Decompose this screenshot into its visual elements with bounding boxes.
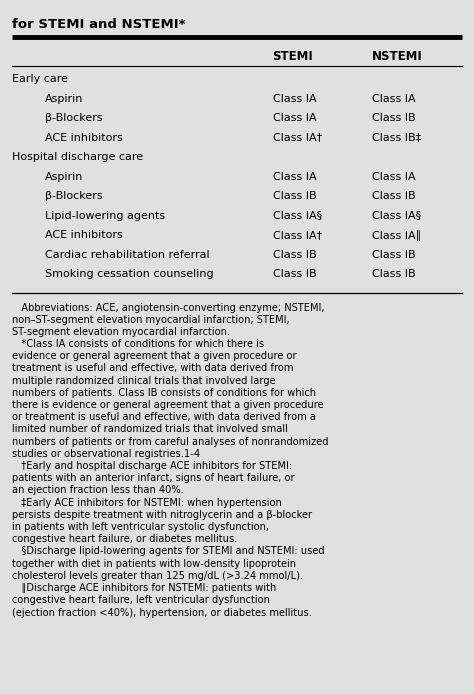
Text: numbers of patients or from careful analyses of nonrandomized: numbers of patients or from careful anal… xyxy=(12,437,328,447)
Text: Class IA: Class IA xyxy=(273,94,316,103)
Text: Aspirin: Aspirin xyxy=(45,171,83,182)
Text: Class IB: Class IB xyxy=(273,191,316,201)
Text: Class IA: Class IA xyxy=(372,94,416,103)
Text: Aspirin: Aspirin xyxy=(45,94,83,103)
Text: non–ST-segment elevation myocardial infarction; STEMI,: non–ST-segment elevation myocardial infa… xyxy=(12,314,290,325)
Text: numbers of patients. Class IB consists of conditions for which: numbers of patients. Class IB consists o… xyxy=(12,388,316,398)
Text: Class IA†: Class IA† xyxy=(273,230,322,240)
Text: persists despite treatment with nitroglycerin and a β-blocker: persists despite treatment with nitrogly… xyxy=(12,510,312,520)
Text: Hospital discharge care: Hospital discharge care xyxy=(12,152,143,162)
Text: Class IA∥: Class IA∥ xyxy=(372,230,421,241)
Text: (ejection fraction <40%), hypertension, or diabetes mellitus.: (ejection fraction <40%), hypertension, … xyxy=(12,607,312,618)
Text: Early care: Early care xyxy=(12,74,68,84)
Text: ‡Early ACE inhibitors for NSTEMI: when hypertension: ‡Early ACE inhibitors for NSTEMI: when h… xyxy=(12,498,282,508)
Text: Class IB: Class IB xyxy=(273,250,316,260)
Text: evidence or general agreement that a given procedure or: evidence or general agreement that a giv… xyxy=(12,351,296,362)
Text: β-Blockers: β-Blockers xyxy=(45,191,103,201)
Text: Class IA: Class IA xyxy=(273,113,316,123)
Text: an ejection fraction less than 40%.: an ejection fraction less than 40%. xyxy=(12,486,183,496)
Text: Abbreviations: ACE, angiotensin-converting enzyme; NSTEMI,: Abbreviations: ACE, angiotensin-converti… xyxy=(12,303,324,312)
Text: Lipid-lowering agents: Lipid-lowering agents xyxy=(45,210,165,221)
Text: Smoking cessation counseling: Smoking cessation counseling xyxy=(45,269,214,279)
Text: ACE inhibitors: ACE inhibitors xyxy=(45,230,123,240)
Text: Class IA: Class IA xyxy=(372,171,416,182)
Text: Class IB: Class IB xyxy=(372,113,416,123)
Text: in patients with left ventricular systolic dysfunction,: in patients with left ventricular systol… xyxy=(12,522,269,532)
Text: Class IA§: Class IA§ xyxy=(372,210,421,221)
Text: Class IB‡: Class IB‡ xyxy=(372,133,421,142)
Text: STEMI: STEMI xyxy=(273,50,313,63)
Text: congestive heart failure, left ventricular dysfunction: congestive heart failure, left ventricul… xyxy=(12,595,270,605)
Text: or treatment is useful and effective, with data derived from a: or treatment is useful and effective, wi… xyxy=(12,412,316,423)
Text: Class IB: Class IB xyxy=(273,269,316,279)
Text: there is evidence or general agreement that a given procedure: there is evidence or general agreement t… xyxy=(12,400,323,410)
Text: Class IB: Class IB xyxy=(372,191,416,201)
Text: limited number of randomized trials that involved small: limited number of randomized trials that… xyxy=(12,425,288,434)
Text: ST-segment elevation myocardial infarction.: ST-segment elevation myocardial infarcti… xyxy=(12,327,230,337)
Text: Class IA†: Class IA† xyxy=(273,133,322,142)
Text: Class IA§: Class IA§ xyxy=(273,210,322,221)
Text: for STEMI and NSTEMI*: for STEMI and NSTEMI* xyxy=(12,18,185,31)
Text: Cardiac rehabilitation referral: Cardiac rehabilitation referral xyxy=(45,250,210,260)
Text: *Class IA consists of conditions for which there is: *Class IA consists of conditions for whi… xyxy=(12,339,264,349)
Text: cholesterol levels greater than 125 mg/dL (>3.24 mmol/L).: cholesterol levels greater than 125 mg/d… xyxy=(12,571,303,581)
Text: treatment is useful and effective, with data derived from: treatment is useful and effective, with … xyxy=(12,364,293,373)
Text: Class IA: Class IA xyxy=(273,171,316,182)
Text: patients with an anterior infarct, signs of heart failure, or: patients with an anterior infarct, signs… xyxy=(12,473,294,483)
Text: multiple randomized clinical trials that involved large: multiple randomized clinical trials that… xyxy=(12,375,275,386)
Text: ∥Discharge ACE inhibitors for NSTEMI: patients with: ∥Discharge ACE inhibitors for NSTEMI: pa… xyxy=(12,583,276,593)
Text: studies or observational registries.1-4: studies or observational registries.1-4 xyxy=(12,449,200,459)
Text: ACE inhibitors: ACE inhibitors xyxy=(45,133,123,142)
Text: together with diet in patients with low-density lipoprotein: together with diet in patients with low-… xyxy=(12,559,296,568)
Text: Class IB: Class IB xyxy=(372,269,416,279)
Text: NSTEMI: NSTEMI xyxy=(372,50,423,63)
Text: †Early and hospital discharge ACE inhibitors for STEMI:: †Early and hospital discharge ACE inhibi… xyxy=(12,461,292,471)
Text: Class IB: Class IB xyxy=(372,250,416,260)
Text: β-Blockers: β-Blockers xyxy=(45,113,103,123)
Text: §Discharge lipid-lowering agents for STEMI and NSTEMI: used: §Discharge lipid-lowering agents for STE… xyxy=(12,546,325,557)
Text: congestive heart failure, or diabetes mellitus.: congestive heart failure, or diabetes me… xyxy=(12,534,237,544)
